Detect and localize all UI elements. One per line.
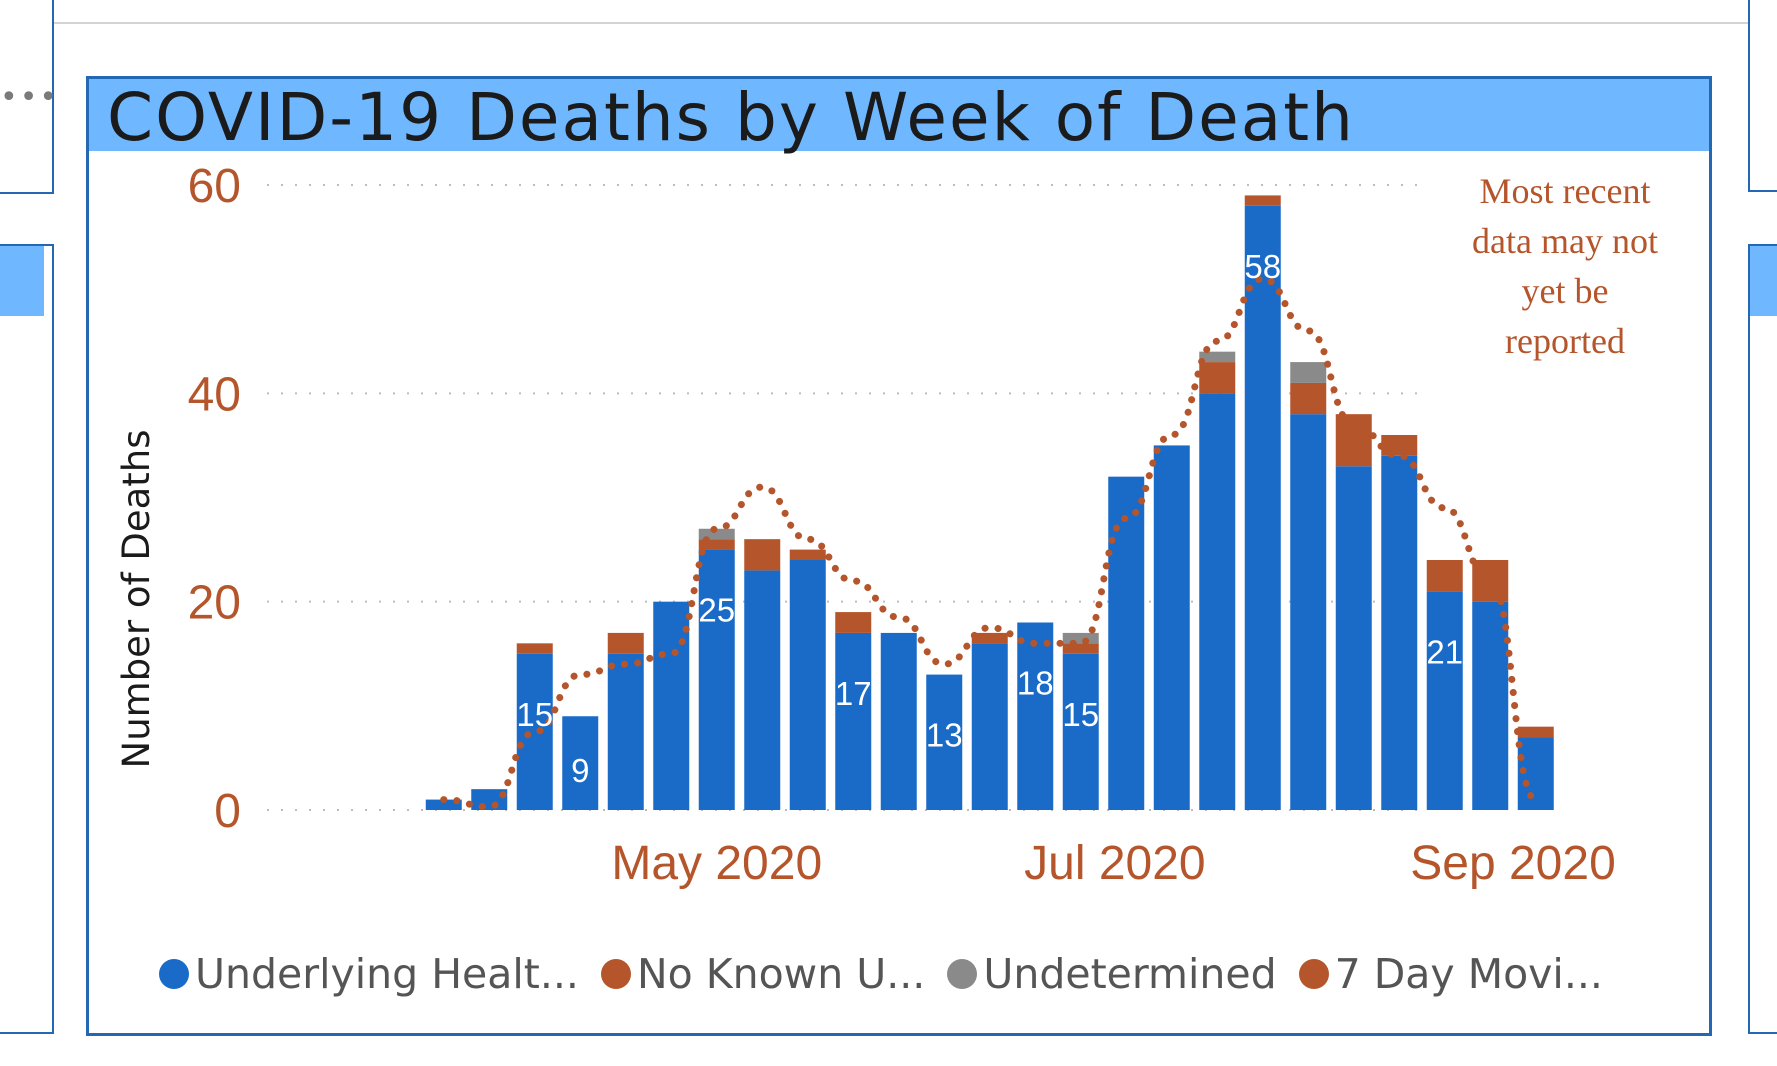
- bar-segment[interactable]: [789, 549, 826, 560]
- left-panel-top: [0, 0, 54, 194]
- data-label: 15: [516, 696, 553, 733]
- right-panel-header: [1750, 246, 1777, 316]
- bar-segment[interactable]: [1381, 435, 1418, 456]
- data-label: 17: [835, 675, 872, 712]
- data-label: 15: [1062, 696, 1099, 733]
- bar-segment[interactable]: [971, 643, 1008, 810]
- left-panel-bottom: [0, 244, 54, 1034]
- y-tick-label: 0: [214, 785, 241, 838]
- y-tick-label: 60: [188, 160, 241, 213]
- bar-segment[interactable]: [1199, 393, 1236, 810]
- legend-item[interactable]: 7 Day Movi...: [1298, 950, 1603, 998]
- chart-legend: Underlying Healt... No Known U... Undeterm…: [159, 949, 1625, 999]
- data-label: 25: [698, 592, 735, 629]
- data-label: 58: [1244, 248, 1281, 285]
- legend-marker: [1298, 959, 1329, 989]
- left-panel-header: [0, 246, 44, 316]
- bar-segment[interactable]: [1381, 455, 1418, 810]
- bar-segment[interactable]: [880, 632, 917, 810]
- chart-title-bar: COVID-19 Deaths by Week of Death: [89, 79, 1709, 151]
- legend-item[interactable]: Underlying Healt...: [159, 950, 579, 998]
- bar-segment[interactable]: [516, 653, 553, 810]
- bar-segment[interactable]: [607, 632, 644, 654]
- bar-segment[interactable]: [744, 539, 781, 571]
- bar-segment[interactable]: [1062, 653, 1099, 810]
- bar-segment[interactable]: [698, 549, 735, 810]
- data-label: 18: [1017, 665, 1054, 702]
- bar-segment[interactable]: [1108, 476, 1145, 810]
- bar-segment[interactable]: [971, 632, 1008, 644]
- legend-item[interactable]: Undetermined: [947, 950, 1277, 998]
- more-options-icon[interactable]: •••: [0, 80, 60, 115]
- right-panel-top: [1748, 0, 1777, 192]
- bar-segment[interactable]: [698, 528, 735, 540]
- legend-label: No Known U...: [636, 950, 926, 998]
- y-axis-label: Number of Deaths: [115, 430, 158, 769]
- legend-marker: [947, 959, 978, 989]
- legend-label: 7 Day Movi...: [1334, 950, 1603, 998]
- bar-segment[interactable]: [1472, 601, 1509, 810]
- bar-segment[interactable]: [1244, 195, 1281, 206]
- bar-segment[interactable]: [926, 674, 963, 810]
- bar-segment[interactable]: [1517, 726, 1554, 738]
- bar-segment[interactable]: [1062, 643, 1099, 654]
- bar-segment[interactable]: [1290, 362, 1327, 383]
- bar-segment[interactable]: [1017, 622, 1054, 811]
- bar-segment[interactable]: [1199, 362, 1236, 394]
- bar-segment[interactable]: [607, 653, 644, 810]
- legend-label: Undetermined: [983, 950, 1277, 998]
- y-tick-label: 40: [188, 368, 241, 421]
- data-label: 13: [926, 717, 963, 754]
- bar-segment[interactable]: [562, 716, 599, 810]
- annotation-line: Most recent: [1480, 171, 1651, 211]
- bar-segment[interactable]: [1426, 560, 1463, 592]
- chart-visual[interactable]: COVID-19 Deaths by Week of Death 0 20 40 60…: [86, 76, 1712, 1036]
- x-tick-label: Jul 2020: [1024, 837, 1205, 890]
- bar-segment[interactable]: [1335, 466, 1372, 810]
- bar-segment[interactable]: [835, 632, 872, 810]
- bar-segment[interactable]: [698, 539, 735, 550]
- chart-title: COVID-19 Deaths by Week of Death: [107, 79, 1355, 156]
- moving-average-line[interactable]: [440, 275, 1540, 811]
- legend-marker: [600, 959, 631, 989]
- top-divider: [0, 22, 1777, 24]
- data-label: 9: [571, 752, 589, 789]
- bar-segment[interactable]: [1244, 205, 1281, 810]
- x-tick-label: Sep 2020: [1410, 837, 1616, 890]
- bar-segment[interactable]: [789, 560, 826, 810]
- right-panel-bottom: [1748, 244, 1777, 1034]
- bar-segment[interactable]: [1199, 351, 1236, 363]
- bar-segment[interactable]: [1153, 445, 1190, 810]
- x-tick-label: May 2020: [611, 837, 822, 890]
- annotation-line: yet be: [1522, 271, 1609, 311]
- annotation-line: reported: [1505, 321, 1625, 361]
- annotation-line: data may not: [1472, 221, 1658, 261]
- y-tick-label: 20: [188, 577, 241, 630]
- data-label: 21: [1426, 633, 1463, 670]
- bar-segment[interactable]: [516, 643, 553, 654]
- bar-segment[interactable]: [1062, 632, 1099, 644]
- bar-segment[interactable]: [425, 799, 462, 810]
- legend-item[interactable]: No Known U...: [600, 950, 926, 998]
- bar-segment[interactable]: [653, 601, 690, 810]
- bar-segment[interactable]: [1426, 591, 1463, 810]
- bar-segment[interactable]: [835, 612, 872, 633]
- bar-segment[interactable]: [744, 570, 781, 810]
- legend-marker: [159, 959, 189, 989]
- bar-segment[interactable]: [1290, 414, 1327, 810]
- legend-label: Underlying Healt...: [195, 950, 579, 998]
- bar-segment[interactable]: [1290, 382, 1327, 415]
